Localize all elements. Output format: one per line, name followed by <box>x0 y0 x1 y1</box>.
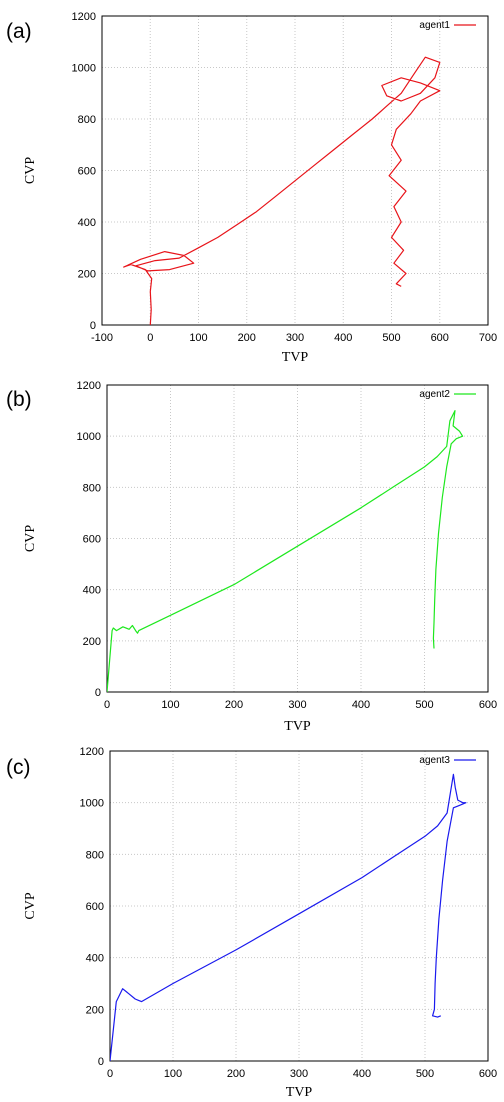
x-tick-label: 100 <box>164 1068 182 1080</box>
chart-b-svg: 0 100 200 300 400 500 600 0 200 400 600 800 1000 1200… <box>23 380 497 734</box>
y-tick-label: 1200 <box>80 746 104 758</box>
y-axis-title: CVP <box>23 525 38 552</box>
x-tick-label: 0 <box>147 332 153 344</box>
y-tick-label: 800 <box>78 114 96 126</box>
panel-label-b: (b) <box>6 388 32 411</box>
x-tick-label: 400 <box>334 332 352 344</box>
x-tick-label: 200 <box>225 699 243 711</box>
x-tick-label: -100 <box>91 332 113 344</box>
x-axis-title: TVP <box>284 719 311 734</box>
x-tick-label: 100 <box>189 332 207 344</box>
x-tick-label: 400 <box>353 1068 371 1080</box>
series-line-agent2 <box>107 409 464 692</box>
y-tick-label: 1000 <box>72 63 96 75</box>
y-tick-label: 200 <box>86 1004 104 1016</box>
panel-label-a: (a) <box>6 20 32 43</box>
x-tick-label: 0 <box>107 1068 113 1080</box>
x-tick-label: 500 <box>382 332 400 344</box>
legend-label: agent2 <box>419 389 450 400</box>
y-tick-label: 0 <box>98 1056 104 1068</box>
x-tick-label: 600 <box>479 1068 497 1080</box>
plot-frame <box>101 15 489 326</box>
x-tick-label: 300 <box>288 699 306 711</box>
chart-panel-c: (c) 0 100 200 300 400 500 600 0 200 400 600 800 1000… <box>0 736 504 1102</box>
x-axis-title: TVP <box>286 1085 313 1100</box>
y-tick-label: 800 <box>83 482 101 494</box>
y-tick-label: 600 <box>86 901 104 913</box>
series-line-agent3 <box>110 773 467 1061</box>
y-axis-title: CVP <box>23 892 38 919</box>
chart-c-svg: 0 100 200 300 400 500 600 0 200 400 600 800 1000 1200… <box>23 746 497 1100</box>
y-tick-label: 200 <box>78 269 96 281</box>
y-tick-label: 400 <box>78 217 96 229</box>
y-tick-label: 0 <box>90 320 96 332</box>
chart-panel-b: (b) 0 100 200 300 400 500 600 0 200 400 600 800 1000… <box>0 368 504 736</box>
x-tick-label: 100 <box>161 699 179 711</box>
y-tick-label: 1000 <box>80 798 104 810</box>
x-tick-label: 500 <box>416 1068 434 1080</box>
x-axis-title: TVP <box>282 350 309 365</box>
x-tick-label: 500 <box>415 699 433 711</box>
y-tick-label: 600 <box>83 534 101 546</box>
y-tick-label: 1000 <box>77 431 101 443</box>
y-tick-label: 0 <box>95 687 101 699</box>
plot-frame <box>109 750 489 1062</box>
x-tick-label: 200 <box>238 332 256 344</box>
chart-panel-a: (a) -100 0 100 200 300 400 500 600 700 0 200 400 600… <box>0 0 504 368</box>
y-tick-label: 1200 <box>72 11 96 23</box>
x-tick-label: 300 <box>286 332 304 344</box>
y-tick-label: 600 <box>78 166 96 178</box>
plot-frame <box>106 384 489 693</box>
chart-a-svg: -100 0 100 200 300 400 500 600 70002004006008001… <box>23 11 497 365</box>
x-tick-label: 600 <box>431 332 449 344</box>
y-tick-label: 400 <box>83 585 101 597</box>
series-line-agent1 <box>123 56 441 325</box>
legend-label: agent3 <box>419 755 450 766</box>
x-tick-label: 700 <box>479 332 497 344</box>
y-tick-label: 400 <box>86 953 104 965</box>
y-tick-label: 200 <box>83 636 101 648</box>
x-tick-label: 300 <box>290 1068 308 1080</box>
y-tick-label: 1200 <box>77 380 101 392</box>
y-tick-label: 800 <box>86 849 104 861</box>
x-tick-label: 200 <box>227 1068 245 1080</box>
x-tick-label: 400 <box>352 699 370 711</box>
legend-label: agent1 <box>419 20 450 31</box>
x-tick-label: 0 <box>104 699 110 711</box>
x-tick-label: 600 <box>479 699 497 711</box>
y-axis-title: CVP <box>23 157 38 184</box>
panel-label-c: (c) <box>6 756 31 779</box>
